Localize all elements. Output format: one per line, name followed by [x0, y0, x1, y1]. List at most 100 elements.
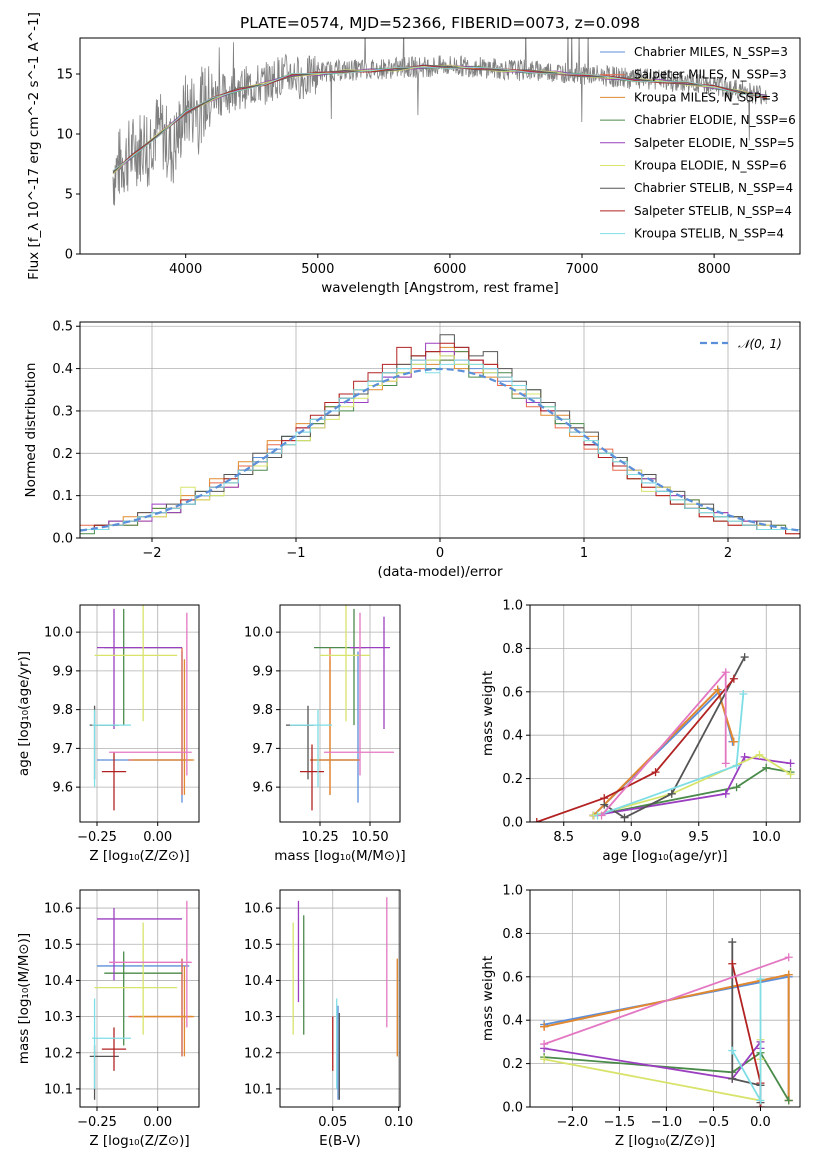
normal-curve [80, 367, 800, 532]
y-tick-label: 0.8 [502, 927, 523, 942]
x-tick-label: 10.0 [752, 830, 781, 845]
x-tick-label: 0.05 [318, 1115, 347, 1130]
x-tick-label: 4000 [169, 262, 202, 277]
chart-mass-vs-Z: −0.25 0.00 10.1 10.2 10.3 10.4 10.5 10.6 Z [log₁… [16, 889, 200, 1149]
y-tick-label: 9.7 [252, 742, 273, 757]
weight-marker [728, 938, 737, 947]
chart-spectrum: Chabrier MILES, N_SSP=3 Salpeter MILES, N… [26, 12, 801, 296]
axes-frame [529, 889, 801, 1108]
data-point [97, 651, 187, 803]
legend-label: Chabrier ELODIE, N_SSP=6 [634, 113, 796, 127]
x-tick-label: 0.00 [143, 830, 172, 845]
weight-marker [713, 685, 722, 694]
x-axis-label: E(B-V) [319, 1133, 361, 1149]
y-axis-label: mass weight [480, 671, 496, 756]
y-tick-label: 9.6 [252, 781, 273, 796]
x-tick-label: 0 [436, 546, 444, 561]
y-tick-label: 9.8 [52, 703, 73, 718]
y-tick-label: 10.4 [244, 974, 273, 989]
weight-line [593, 766, 791, 817]
data-point [324, 612, 394, 776]
y-tick-label: 0.4 [52, 362, 73, 377]
axes-frame [279, 889, 401, 1108]
data-point [128, 647, 192, 795]
y-axis-label: Normed distribution [23, 363, 39, 498]
data-point [97, 608, 182, 729]
x-tick-label: 7000 [565, 262, 598, 277]
x-axis-label: Z [log₁₀(Z/Z⊙)] [89, 1133, 189, 1149]
y-tick-label: 0.1 [52, 489, 73, 504]
chart-mass-vs-EBV: 0.05 0.10 10.1 10.2 10.3 10.4 10.5 10.6 E(B-V) [244, 889, 413, 1149]
x-tick-label: −0.25 [77, 830, 117, 845]
data-point [320, 605, 370, 722]
y-tick-label: 0.0 [502, 1101, 523, 1116]
plot-area [89, 605, 195, 811]
axes-frame [79, 37, 801, 255]
weight-line [543, 1039, 762, 1102]
weight-line [543, 956, 790, 1045]
y-tick-label: 0 [65, 248, 73, 263]
weight-marker [721, 759, 730, 768]
data-point [101, 1027, 127, 1071]
legend-label: 𝒩(0, 1) [738, 337, 782, 351]
axes-frame [279, 604, 401, 823]
weight-marker [532, 818, 541, 822]
weight-marker [762, 763, 771, 772]
chart-age-vs-Z: −0.25 0.00 9.6 9.7 9.8 9.9 10.0 Z [log₁₀(Z/Z⊙)]… [16, 604, 200, 864]
data-point [97, 908, 182, 981]
y-tick-label: 0.6 [502, 685, 523, 700]
y-tick-label: 9.7 [52, 742, 73, 757]
y-tick-label: 0.8 [502, 642, 523, 657]
weight-marker [540, 1055, 549, 1064]
y-tick-label: 9.9 [52, 664, 73, 679]
y-tick-label: 10.0 [244, 626, 273, 641]
legend-label: Salpeter ELODIE, N_SSP=5 [634, 136, 795, 150]
weight-marker [784, 1096, 793, 1105]
weight-series [728, 974, 765, 1105]
x-tick-label: 0.0 [750, 1115, 771, 1130]
y-tick-label: 0.2 [502, 1057, 523, 1072]
weight-marker [739, 689, 748, 698]
x-tick-label: 5000 [301, 262, 334, 277]
data-point [133, 659, 195, 795]
y-tick-label: 1.0 [502, 599, 523, 614]
legend-label: Chabrier MILES, N_SSP=3 [634, 45, 788, 59]
weight-marker [540, 1040, 549, 1049]
y-tick-label: 10.5 [244, 938, 273, 953]
plot-area [112, 38, 768, 206]
weight-marker [667, 789, 676, 798]
data-point [92, 709, 131, 788]
weight-marker [784, 953, 793, 962]
weight-line [603, 656, 746, 819]
data-point [94, 605, 178, 722]
y-tick-label: 10.1 [244, 1082, 273, 1097]
weight-marker [728, 1046, 737, 1055]
x-tick-label: 0.10 [384, 1115, 413, 1130]
x-tick-label: −2 [142, 546, 161, 561]
x-tick-label: 2 [724, 546, 732, 561]
y-tick-label: 10.2 [244, 1046, 273, 1061]
x-tick-label: 10.50 [351, 830, 388, 845]
y-tick-label: 0.4 [502, 729, 523, 744]
chart-age-vs-mass: 10.25 10.50 9.6 9.7 9.8 9.9 10.0 mass [log₁₀(M/… [244, 604, 406, 864]
weight-marker [540, 1022, 549, 1031]
data-point [350, 616, 390, 729]
weight-marker [732, 761, 741, 770]
x-axis-label: (data-model)/error [377, 564, 503, 580]
legend-label: Salpeter STELIB, N_SSP=4 [634, 204, 792, 218]
y-tick-label: 10.5 [44, 938, 73, 953]
weight-series [593, 689, 748, 820]
weight-marker [651, 768, 660, 777]
weight-marker [728, 959, 737, 968]
x-tick-label: −0.25 [77, 1115, 117, 1130]
x-tick-label: 9.0 [621, 830, 642, 845]
y-axis-label: age [log₁₀(age/yr)] [16, 651, 32, 776]
weight-series [589, 685, 738, 820]
weight-marker [756, 1096, 765, 1105]
weight-marker [732, 783, 741, 792]
plot-area [292, 897, 399, 1100]
weight-series [589, 685, 738, 820]
weight-series [532, 674, 738, 822]
x-tick-label: −1 [286, 546, 305, 561]
weight-marker [597, 811, 606, 820]
